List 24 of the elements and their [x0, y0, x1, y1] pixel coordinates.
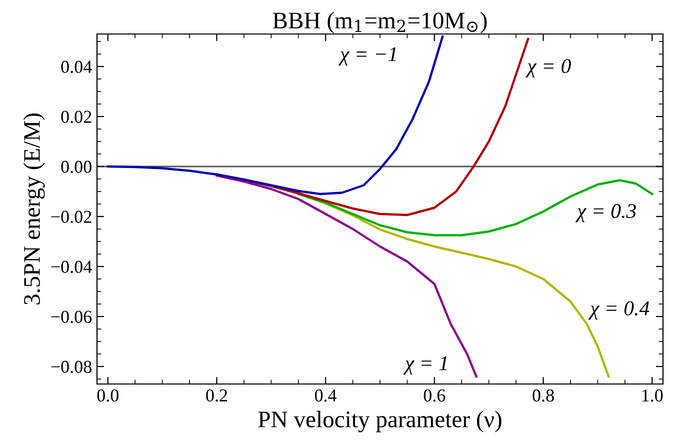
y-axis-title: 3.5PN energy (E/M) [23, 114, 45, 304]
y-tick-label: 0.00 [61, 160, 92, 174]
annotation: χ = 1 [403, 356, 447, 375]
annotation: χ = 0.3 [575, 204, 636, 222]
annotation: χ = 0 [525, 59, 571, 78]
line-series [216, 174, 478, 378]
x-tick-label: 0.4 [314, 389, 337, 402]
y-tick-label: −0.08 [51, 360, 92, 374]
chart-title: BBH (m$_{1}$=m$_{2}$=10M$_{⊙}$) [272, 12, 487, 34]
y-tick-label: 0.02 [61, 110, 92, 124]
x-tick-label: 0.2 [206, 389, 228, 402]
x-tick-label: 0.0 [97, 389, 118, 402]
annotation: χ = −1 [338, 47, 396, 66]
x-tick-label: 0.8 [532, 389, 554, 402]
x-axis-title: PN velocity parameter (ν) [258, 410, 502, 432]
x-tick-label: 0.6 [424, 389, 446, 402]
y-tick-label: −0.06 [51, 310, 92, 324]
y-tick-label: −0.02 [51, 210, 92, 224]
x-tick-label: 1.0 [642, 389, 663, 402]
annotation: χ = 0.4 [588, 301, 650, 320]
y-tick-label: −0.04 [51, 260, 92, 274]
line-series [297, 179, 654, 236]
y-tick-label: 0.04 [61, 60, 92, 74]
line-series [106, 35, 444, 196]
